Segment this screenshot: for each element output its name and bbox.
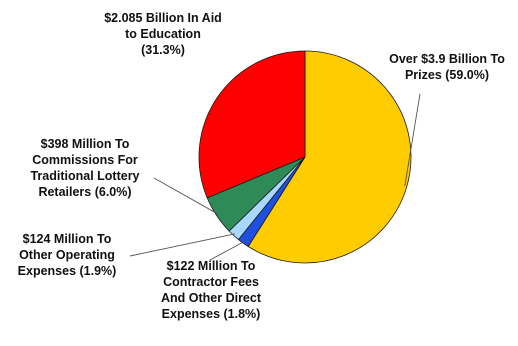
pie-slices xyxy=(198,50,412,264)
slice-label-line: Contractor Fees xyxy=(163,275,259,289)
slice-label-line: $398 Million To xyxy=(41,137,130,151)
slice-label-line: $122 Million To xyxy=(167,259,256,273)
slice-label-line: Over $3.9 Billion To xyxy=(389,52,505,66)
slice-label-line: Traditional Lottery xyxy=(30,169,139,183)
slice-labels: Over $3.9 Billion To Prizes (59.0%) $122 M… xyxy=(18,11,506,321)
slice-label-line: Prizes (59.0%) xyxy=(405,68,489,82)
leader-line-1 xyxy=(209,241,245,261)
slice-label-line: And Other Direct xyxy=(161,291,262,305)
slice-label-line: $2.085 Billion In Aid xyxy=(104,11,222,25)
leader-line-2 xyxy=(129,233,236,257)
slice-label-line: $124 Million To xyxy=(23,232,112,246)
slice-label-line: to Education xyxy=(125,27,201,41)
slice-label-line: Retailers (6.0%) xyxy=(38,185,131,199)
slice-label-line: Other Operating xyxy=(19,248,115,262)
slice-label-aid-to-education: $2.085 Billion In Aid to Education (31.3%) xyxy=(104,11,222,57)
slice-label-line: Expenses (1.9%) xyxy=(18,264,117,278)
leader-line-3 xyxy=(153,177,219,215)
slice-label-other-operating-expenses: $124 Million To Other Operating Expenses (… xyxy=(18,232,117,278)
slice-label-contractor-fees-and-other-direct-expenses: $122 Million To Contractor Fees And Other … xyxy=(161,259,262,321)
pie-slice-aid-to-education xyxy=(198,50,306,199)
leader-lines xyxy=(129,93,421,261)
slice-label-line: Commissions For xyxy=(32,153,138,167)
pie-slice-prizes xyxy=(247,50,412,264)
leader-line-0 xyxy=(404,93,421,187)
slice-label-prizes: Over $3.9 Billion To Prizes (59.0%) xyxy=(389,52,505,82)
slice-label-line: (31.3%) xyxy=(141,43,185,57)
slice-label-commissions-for-traditional-lottery-retailers: $398 Million To Commissions For Traditiona… xyxy=(30,137,139,199)
slice-label-line: Expenses (1.8%) xyxy=(162,307,261,321)
